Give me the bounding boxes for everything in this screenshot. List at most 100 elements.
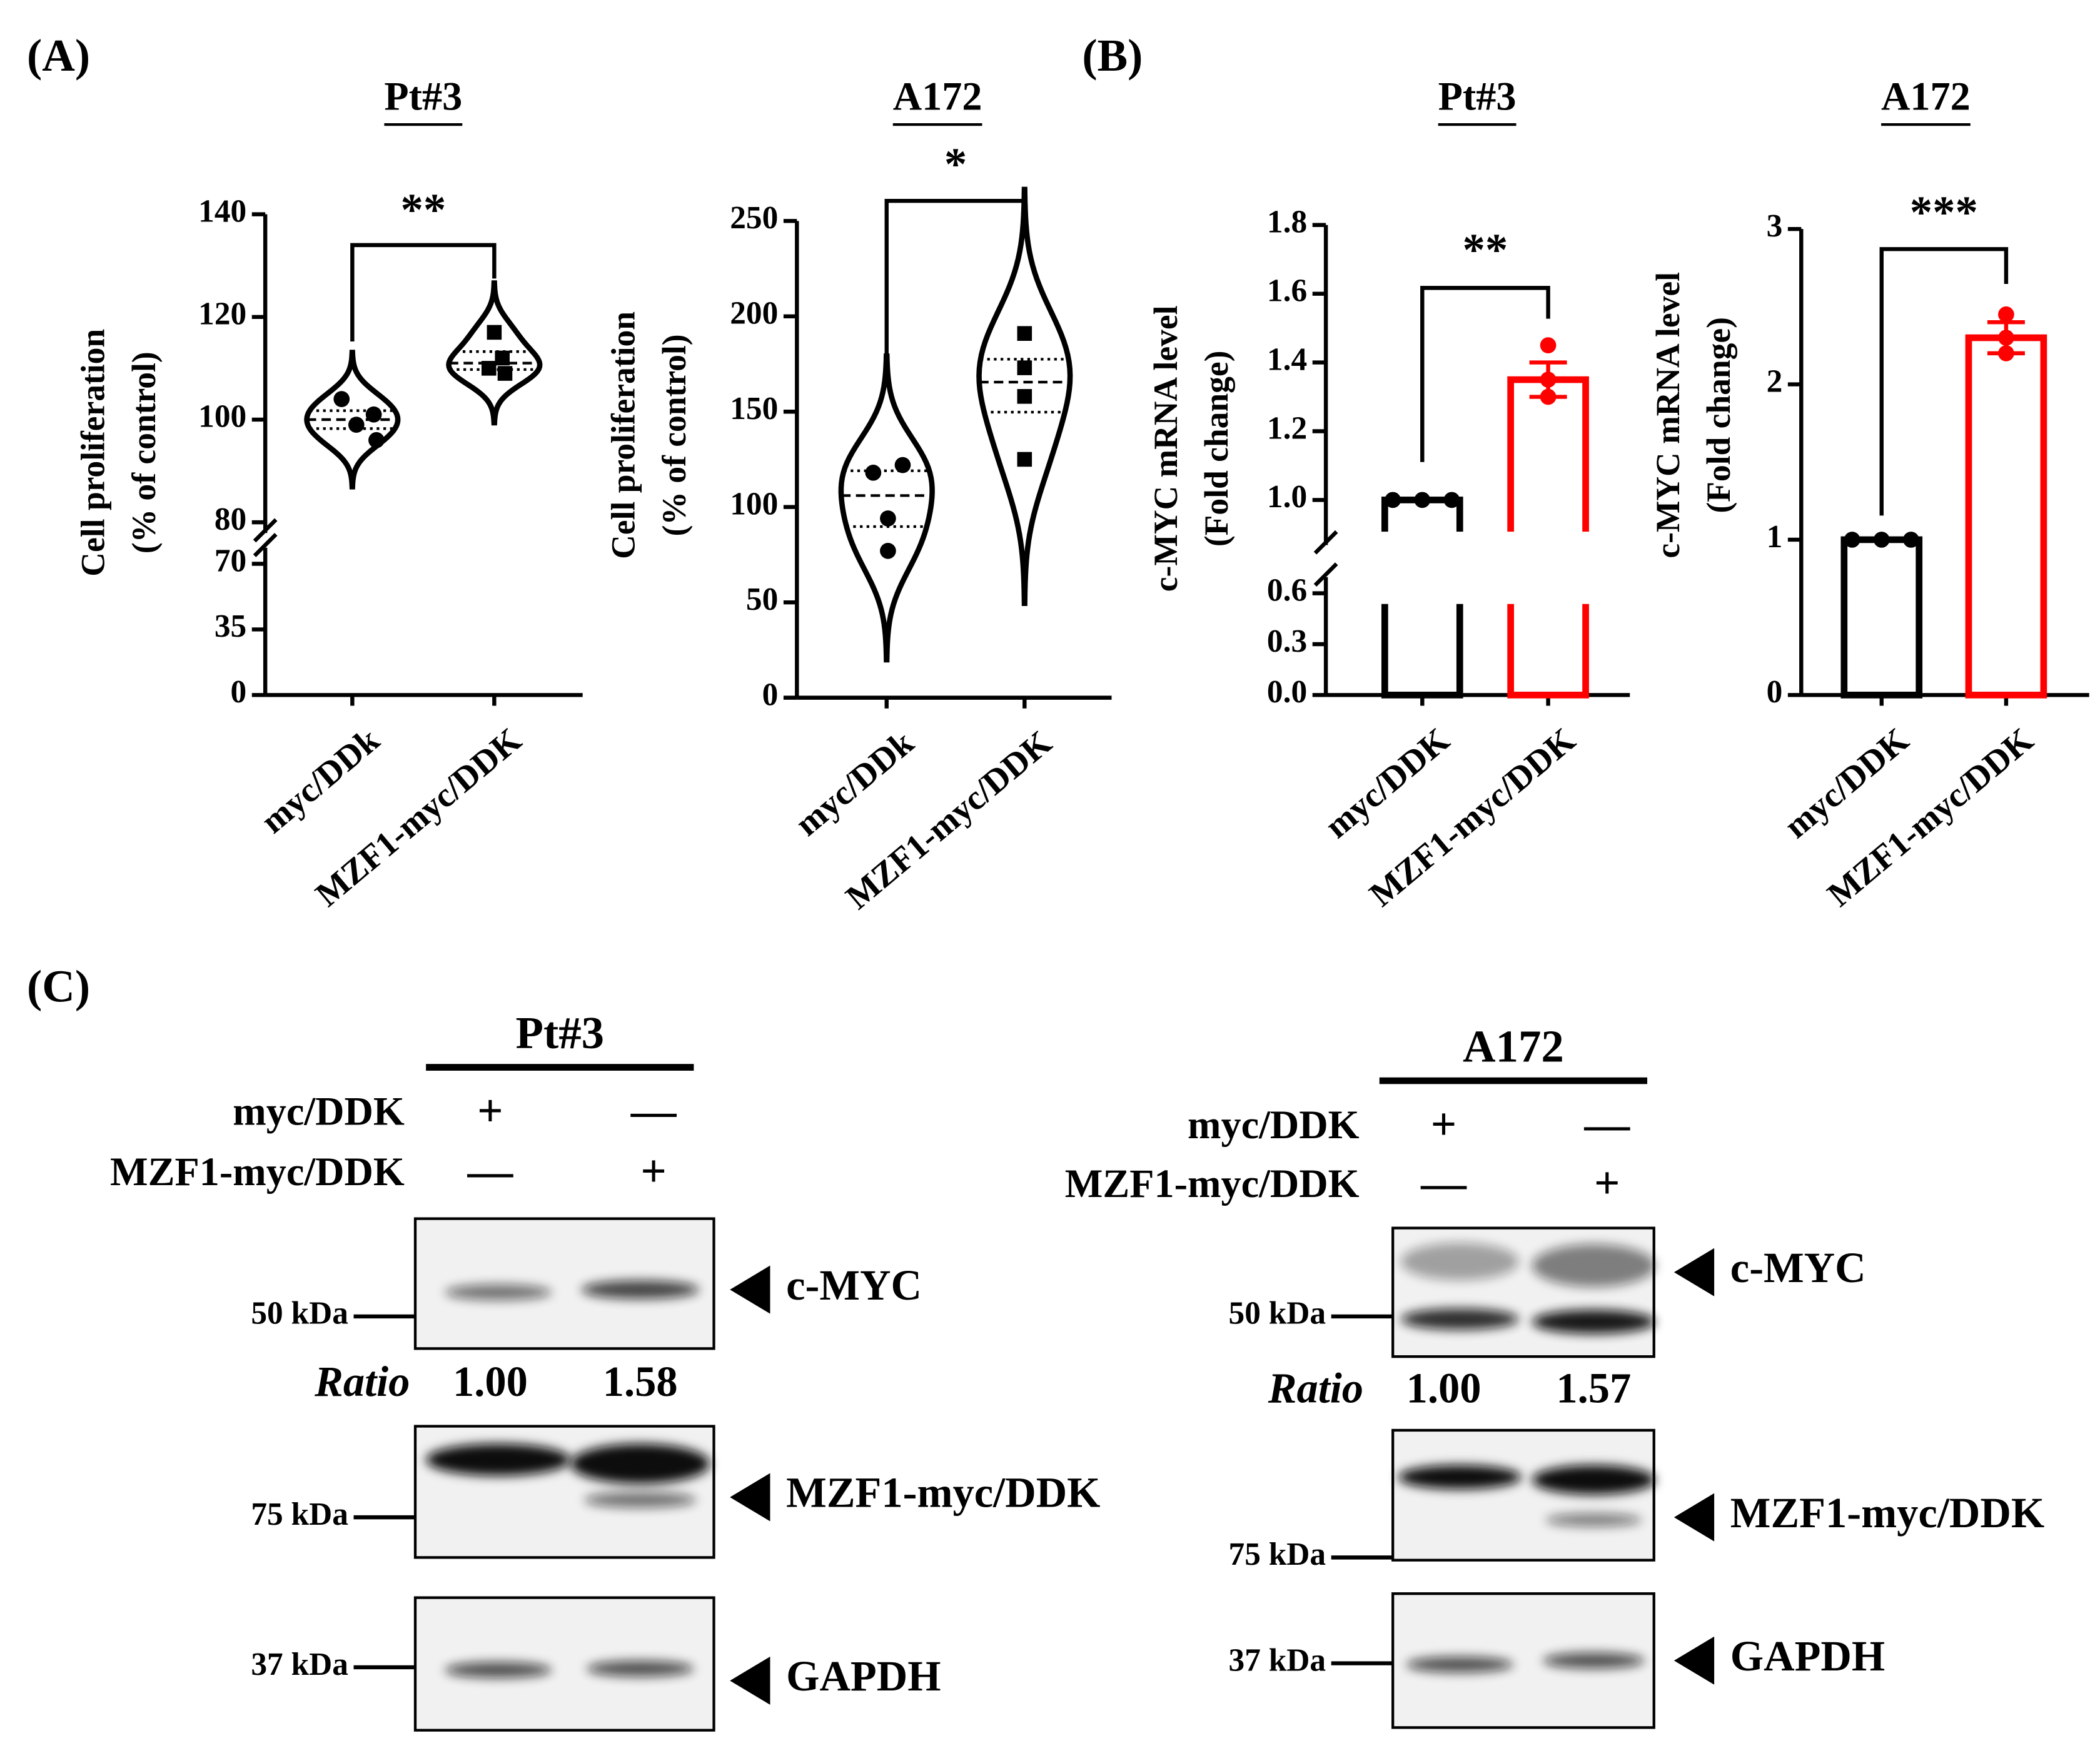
target-label: c-MYC	[1730, 1244, 1866, 1291]
lane-sign: —	[467, 1146, 514, 1196]
data-point	[1998, 330, 2014, 346]
y-tick-label: 2	[1767, 363, 1783, 399]
blot-band	[1398, 1465, 1522, 1490]
condition-label: myc/DDK	[233, 1089, 405, 1133]
y-tick-label: 0	[231, 674, 247, 710]
y-axis-label: (Fold change)	[1198, 351, 1235, 547]
y-tick-label: 1.4	[1267, 341, 1307, 377]
blot-band	[1401, 1308, 1519, 1330]
data-point	[365, 406, 382, 423]
y-tick-label: 0.3	[1267, 624, 1307, 659]
ratio-value: 1.00	[1406, 1365, 1482, 1412]
y-axis-label: c-MYC mRNA level	[1649, 272, 1687, 558]
target-label: MZF1-myc/DDK	[1730, 1489, 2044, 1537]
data-point	[495, 350, 510, 366]
ratio-label: Ratio	[314, 1358, 410, 1405]
blot-band	[1406, 1656, 1513, 1673]
marker-label: 37 kDa	[251, 1647, 348, 1682]
data-point	[1414, 492, 1431, 508]
target-arrow	[1673, 1248, 1715, 1296]
y-tick-label: 80	[215, 502, 246, 537]
chart-title: Pt#3	[384, 74, 462, 118]
lane-sign: +	[1431, 1099, 1456, 1149]
data-point	[1903, 532, 1919, 548]
axis-break	[1313, 562, 1338, 587]
x-tick-label: MZF1-myc/DDK	[1820, 720, 2041, 914]
violin	[838, 353, 935, 663]
y-axis-label: (Fold change)	[1700, 317, 1737, 513]
y-axis-label: Cell proliferation	[605, 311, 642, 559]
data-point	[894, 457, 911, 473]
y-axis-label: (% of control)	[655, 334, 693, 536]
ratio-value: 1.57	[1556, 1365, 1631, 1412]
y-tick-label: 0	[762, 677, 779, 712]
violin	[976, 186, 1073, 607]
y-tick-label: 0.6	[1267, 572, 1307, 608]
y-tick-label: 1.8	[1267, 205, 1307, 240]
blot-band	[1545, 1513, 1642, 1527]
target-arrow	[730, 1265, 770, 1314]
panel-label: (C)	[27, 961, 90, 1011]
y-tick-label: 0.0	[1267, 674, 1307, 710]
condition-label: myc/DDK	[1188, 1103, 1360, 1147]
y-tick-label: 3	[1767, 208, 1783, 244]
lane-sign: +	[477, 1085, 503, 1136]
data-point	[368, 432, 385, 448]
target-arrow	[730, 1656, 770, 1705]
condition-label: MZF1-myc/DDK	[1065, 1161, 1360, 1206]
bar	[1965, 334, 2047, 699]
blot-band	[1532, 1244, 1655, 1287]
break-gap	[1376, 532, 1468, 604]
chart-title: Pt#3	[1438, 74, 1517, 118]
violin	[446, 280, 543, 426]
marker-label: 37 kDa	[1229, 1642, 1326, 1678]
chart-title: A172	[893, 74, 982, 118]
data-point	[1873, 532, 1890, 548]
axis-break	[253, 518, 278, 543]
data-point	[1017, 326, 1032, 341]
significance-bracket	[350, 243, 497, 342]
data-point	[1017, 389, 1032, 404]
chart-title: A172	[1881, 74, 1971, 118]
data-point	[1017, 452, 1032, 467]
y-tick-label: 140	[198, 193, 246, 229]
bar	[1840, 536, 1923, 699]
blot-title: Pt#3	[516, 1008, 605, 1058]
blot-band	[426, 1443, 571, 1476]
significance-bracket	[1420, 286, 1550, 462]
lane-sign: +	[640, 1146, 666, 1196]
data-point	[487, 325, 502, 340]
marker-label: 75 kDa	[1229, 1537, 1326, 1572]
lane-sign: —	[1420, 1158, 1467, 1208]
y-tick-label: 250	[730, 200, 778, 236]
data-point	[348, 417, 365, 433]
target-arrow	[1673, 1636, 1715, 1685]
y-tick-label: 150	[730, 391, 778, 427]
x-tick-label: MZF1-myc/DDK	[1362, 720, 1582, 914]
blot-band	[1543, 1652, 1645, 1669]
target-label: GAPDH	[786, 1652, 941, 1700]
data-point	[1998, 345, 2014, 361]
data-point	[880, 542, 896, 559]
x-tick-label: myc/DDk	[254, 720, 387, 841]
y-tick-label: 1	[1767, 519, 1783, 555]
significance-label: **	[1463, 225, 1508, 275]
data-point	[1998, 306, 2014, 323]
data-point	[1844, 532, 1860, 548]
significance-bracket	[1879, 247, 2009, 516]
axis-break	[253, 533, 278, 557]
y-tick-label: 0	[1767, 674, 1783, 710]
data-point	[1385, 492, 1401, 508]
condition-label: MZF1-myc/DDK	[110, 1149, 405, 1194]
y-axis-label: c-MYC mRNA level	[1147, 305, 1184, 592]
target-label: MZF1-myc/DDK	[786, 1469, 1100, 1517]
marker-label: 50 kDa	[1229, 1296, 1326, 1331]
blot-band	[1532, 1465, 1655, 1495]
blot-band	[445, 1662, 552, 1679]
y-tick-label: 50	[746, 582, 778, 617]
marker-label: 50 kDa	[251, 1296, 348, 1331]
y-tick-label: 70	[215, 543, 246, 578]
y-tick-label: 100	[730, 487, 778, 522]
data-point	[497, 366, 513, 381]
